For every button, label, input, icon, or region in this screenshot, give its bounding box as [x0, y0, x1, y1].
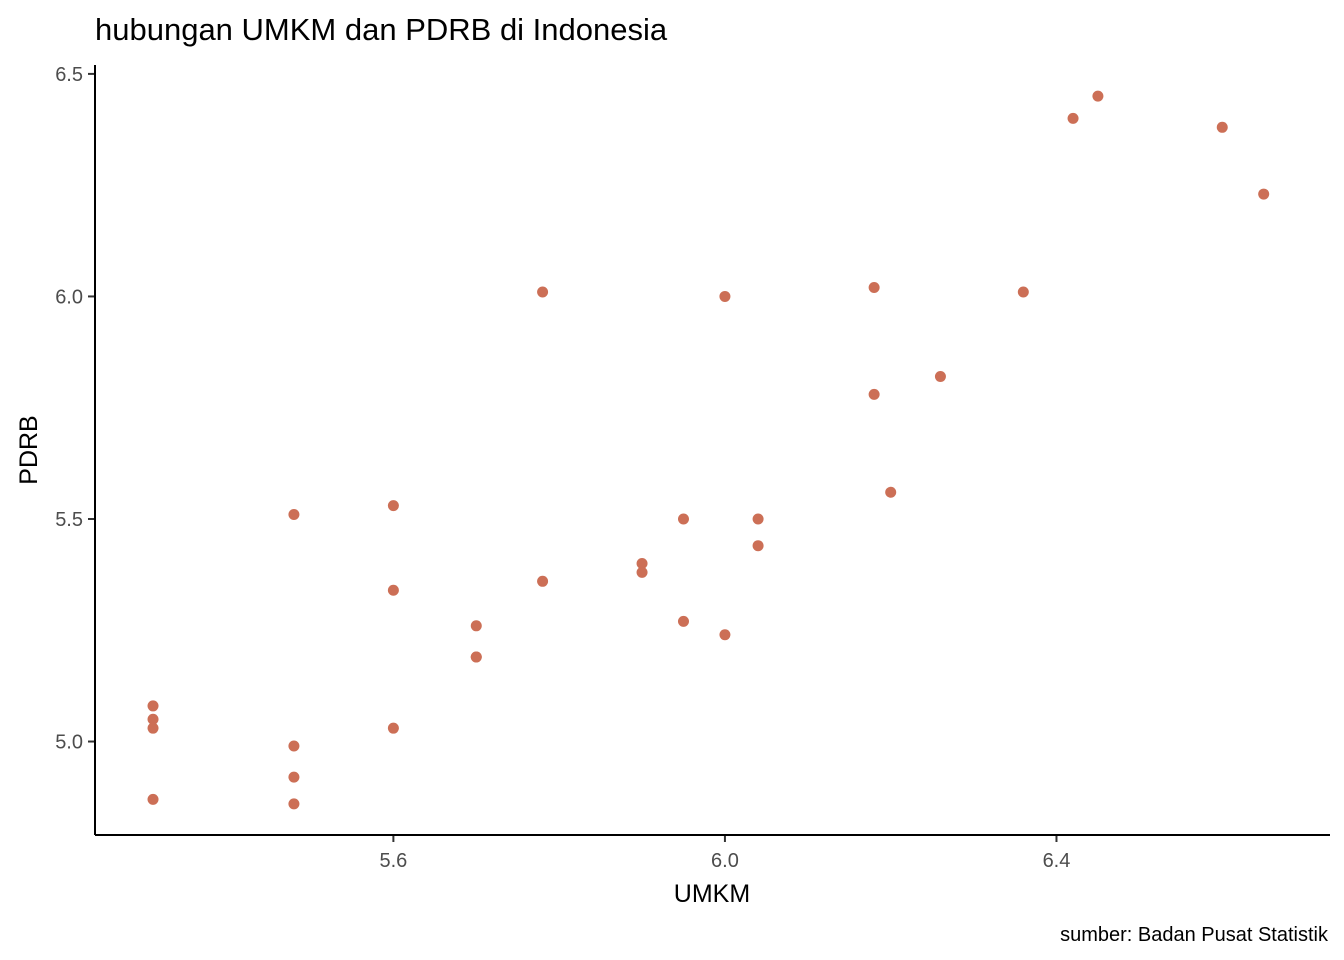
- data-point: [537, 575, 549, 587]
- y-tick-label: 5.5: [55, 509, 83, 531]
- source-caption: sumber: Badan Pusat Statistik: [1060, 924, 1329, 946]
- x-axis-ticks: 5.6 6.0 6.4: [379, 835, 1070, 872]
- data-point: [719, 629, 731, 641]
- data-point: [1258, 188, 1270, 200]
- data-point: [288, 740, 300, 752]
- data-point: [752, 540, 764, 552]
- data-point: [636, 566, 648, 578]
- data-point: [752, 513, 764, 525]
- x-tick-label: 6.4: [1043, 850, 1071, 872]
- data-point: [387, 500, 399, 512]
- data-point: [1092, 90, 1104, 102]
- data-point: [677, 615, 689, 627]
- data-point: [288, 771, 300, 783]
- y-axis-title: PDRB: [15, 415, 43, 484]
- data-point: [470, 620, 482, 632]
- y-axis-ticks: 5.0 5.5 6.0 6.5: [55, 64, 95, 754]
- data-point: [934, 371, 946, 383]
- x-tick-label: 5.6: [379, 850, 407, 872]
- x-tick-label: 6.0: [711, 850, 739, 872]
- data-point: [288, 509, 300, 521]
- data-point: [537, 286, 549, 298]
- data-point: [868, 388, 880, 400]
- data-point: [1216, 121, 1228, 133]
- y-tick-label: 6.5: [55, 64, 83, 86]
- data-point: [288, 798, 300, 810]
- y-tick-label: 5.0: [55, 732, 83, 754]
- data-point: [147, 700, 159, 712]
- data-point: [147, 722, 159, 734]
- data-point: [677, 513, 689, 525]
- data-point: [885, 486, 897, 498]
- x-axis-title: UMKM: [674, 880, 750, 908]
- data-point: [1017, 286, 1029, 298]
- data-point: [719, 290, 731, 302]
- data-point: [1067, 112, 1079, 124]
- data-point: [470, 651, 482, 663]
- data-point: [147, 713, 159, 725]
- data-points: [147, 90, 1270, 810]
- data-point: [387, 584, 399, 596]
- data-point: [868, 282, 880, 294]
- y-tick-label: 6.0: [55, 286, 83, 308]
- data-point: [387, 722, 399, 734]
- data-point: [147, 793, 159, 805]
- chart-title: hubungan UMKM dan PDRB di Indonesia: [95, 12, 668, 47]
- data-point: [636, 557, 648, 569]
